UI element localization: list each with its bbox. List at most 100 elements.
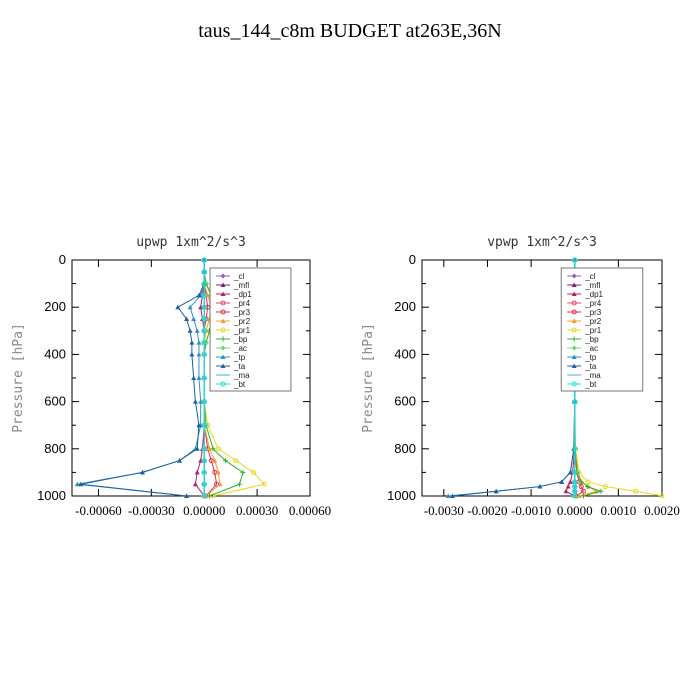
data-point xyxy=(196,375,202,380)
legend-label: _bp xyxy=(584,335,599,344)
legend-marker xyxy=(220,309,226,315)
data-point xyxy=(493,488,499,494)
data-point xyxy=(189,351,195,357)
data-point xyxy=(598,488,604,494)
legend-marker xyxy=(220,381,226,387)
legend-marker xyxy=(571,381,577,387)
data-point xyxy=(196,351,202,357)
data-point xyxy=(201,292,207,298)
legend-marker xyxy=(220,345,226,351)
data-point xyxy=(207,493,213,499)
data-point xyxy=(201,340,207,346)
legend-label: _pr1 xyxy=(233,326,251,335)
x-tick-label: -0.0010 xyxy=(511,503,551,518)
y-tick-label: 1000 xyxy=(387,488,416,503)
legend-marker xyxy=(220,354,226,359)
data-point xyxy=(194,446,200,451)
legend-label: _mfl xyxy=(584,281,600,290)
data-point xyxy=(236,481,242,487)
data-point xyxy=(214,481,220,487)
series-line xyxy=(448,260,576,497)
data-point xyxy=(208,458,214,464)
series-ta xyxy=(450,257,578,498)
legend-label: _bp xyxy=(233,335,248,344)
legend-label: _ma xyxy=(584,371,601,380)
x-tick-label: 0.00030 xyxy=(236,503,278,518)
legend-marker xyxy=(571,282,577,287)
legend-label: _tp xyxy=(584,353,597,362)
y-tick-label: 200 xyxy=(394,299,416,314)
data-point xyxy=(201,375,207,381)
data-point xyxy=(217,481,223,487)
legend-label: _ac xyxy=(584,344,598,353)
legend-marker xyxy=(220,318,226,323)
data-point xyxy=(572,257,578,263)
y-tick-label: 0 xyxy=(59,252,66,267)
data-point xyxy=(140,469,146,475)
legend-label: _ta xyxy=(233,362,246,371)
legend-marker xyxy=(571,354,577,359)
x-tick-label: -0.0030 xyxy=(424,503,464,518)
data-point xyxy=(210,446,216,452)
data-point xyxy=(212,469,218,475)
data-point xyxy=(567,469,573,475)
x-tick-label: 0.00060 xyxy=(289,503,331,518)
legend-label: _dp1 xyxy=(584,290,603,299)
data-point xyxy=(187,304,193,310)
data-point xyxy=(572,446,578,452)
legend: _cl_mfl_dp1_pr4_pr3_pr2_pr1_bp_ac_tp_ta_… xyxy=(560,267,644,392)
legend-marker xyxy=(220,336,226,342)
data-point xyxy=(585,484,591,490)
x-tick-label: 0.00000 xyxy=(183,503,225,518)
data-point xyxy=(184,493,190,498)
legend-marker xyxy=(571,318,577,323)
data-point xyxy=(191,316,197,321)
legend-marker xyxy=(571,336,577,342)
data-point xyxy=(572,488,578,494)
data-point xyxy=(201,493,207,499)
data-point xyxy=(572,484,578,490)
y-tick-label: 400 xyxy=(44,346,66,361)
legend-marker xyxy=(571,345,577,351)
data-point xyxy=(189,340,195,345)
legend-label: _ac xyxy=(233,344,247,353)
legend-marker xyxy=(220,300,226,306)
series-tp xyxy=(445,257,578,498)
data-point xyxy=(576,493,582,498)
legend-label: _ma xyxy=(233,371,250,380)
x-tick-label: 0.0000 xyxy=(557,503,593,518)
data-point xyxy=(565,484,571,489)
data-point xyxy=(201,446,207,452)
data-point xyxy=(201,469,207,475)
data-point xyxy=(572,493,578,499)
data-point xyxy=(201,458,207,464)
legend-marker xyxy=(220,273,226,279)
data-point xyxy=(572,479,578,485)
data-point xyxy=(240,469,246,475)
data-point xyxy=(537,484,543,489)
chart-panel-2: vpwp 1xm^2/s^3 Pressure [hPa] 0 200 400 600 80… xyxy=(361,235,680,518)
data-point xyxy=(585,479,591,485)
data-point xyxy=(563,488,569,494)
legend-marker xyxy=(220,327,226,333)
data-point xyxy=(201,422,207,428)
legend-marker xyxy=(571,273,577,279)
y-tick-label: 800 xyxy=(394,441,416,456)
page-title: taus_144_c8m BUDGET at263E,36N xyxy=(198,20,502,42)
data-point xyxy=(578,484,584,490)
data-point xyxy=(580,488,586,494)
data-point xyxy=(233,458,239,464)
data-point xyxy=(201,351,207,357)
data-point xyxy=(559,479,565,484)
data-point xyxy=(201,399,207,405)
data-point xyxy=(184,316,190,321)
legend-label: _pr4 xyxy=(584,299,602,308)
panel-title: upwp 1xm^2/s^3 xyxy=(136,235,246,250)
data-point xyxy=(192,399,198,404)
data-point xyxy=(222,458,228,464)
data-point xyxy=(659,493,665,499)
data-point xyxy=(196,422,202,428)
series-line xyxy=(77,260,205,497)
legend-marker xyxy=(220,282,226,287)
data-point xyxy=(201,316,207,322)
